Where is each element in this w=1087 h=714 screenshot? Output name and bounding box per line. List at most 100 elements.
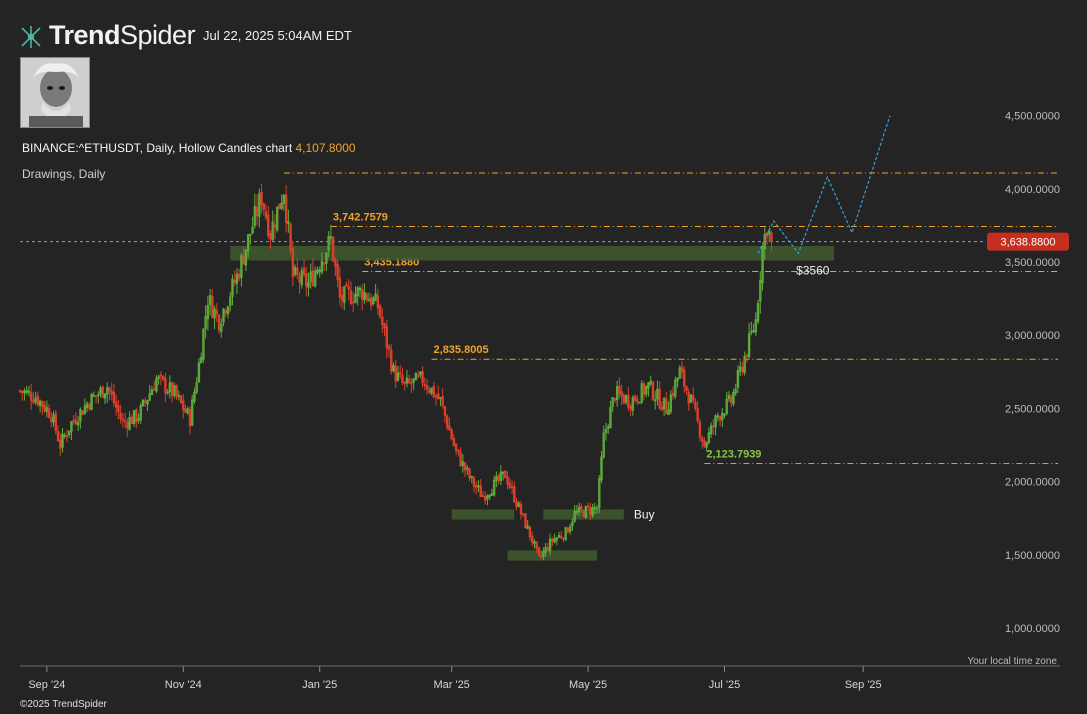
- candle-body: [369, 297, 373, 306]
- candle-body: [146, 399, 149, 405]
- candle-body: [419, 371, 422, 376]
- candle-body: [618, 385, 621, 394]
- candle-body: [761, 245, 764, 284]
- candle-body: [159, 374, 163, 377]
- x-tick-label: Jul '25: [709, 679, 740, 691]
- x-tick-label: Sep '24: [28, 679, 65, 691]
- projection: [757, 115, 891, 255]
- candle-body: [468, 468, 471, 479]
- candle-body: [193, 391, 196, 402]
- candle-body: [360, 288, 364, 300]
- candle-body: [90, 393, 93, 411]
- candle-body: [454, 443, 458, 451]
- candle-body: [732, 391, 735, 405]
- candle-body: [126, 421, 129, 429]
- candle-body: [240, 255, 243, 278]
- candle-body: [651, 381, 655, 400]
- x-tick-label: Sep '25: [845, 679, 882, 691]
- candle-body: [624, 395, 628, 403]
- candle-body: [334, 259, 337, 267]
- candle-body: [611, 397, 614, 407]
- candle-body: [678, 367, 681, 379]
- candle-body: [622, 395, 626, 404]
- axes: 1,000.0000 1,500.0000 2,000.0000 2,500.0000…: [20, 111, 1069, 691]
- candle-body: [555, 537, 558, 541]
- candle-body: [390, 349, 393, 372]
- x-tick-label: Nov '24: [165, 679, 202, 691]
- candle-body: [363, 291, 366, 300]
- candle-body: [707, 432, 711, 444]
- candle-body: [642, 383, 646, 395]
- candle-body: [329, 236, 333, 239]
- candle-body: [544, 546, 547, 553]
- candle-body: [568, 526, 572, 532]
- candle-body: [441, 396, 444, 406]
- candle-body: [490, 493, 494, 496]
- candle-body: [553, 538, 556, 543]
- candle-body: [604, 429, 608, 434]
- candle-body: [18, 390, 22, 392]
- candle-body: [222, 308, 225, 323]
- level-label: 2,123.7939: [706, 448, 761, 460]
- candle-body: [302, 268, 306, 275]
- candle-body: [589, 507, 592, 515]
- candle-body: [486, 495, 489, 500]
- candle-body: [85, 403, 89, 408]
- candle-body: [267, 214, 270, 237]
- candle-body: [215, 310, 219, 315]
- candle-body: [513, 486, 516, 503]
- candle-body: [463, 462, 467, 471]
- x-tick-label: May '25: [569, 679, 607, 691]
- candle-body: [607, 426, 610, 429]
- candle-body: [743, 356, 746, 373]
- candle-body: [231, 278, 234, 297]
- candle-body: [179, 395, 183, 403]
- candle-body: [718, 415, 722, 421]
- candle-body: [67, 430, 71, 436]
- candle-body: [526, 525, 529, 529]
- candle-body: [488, 494, 491, 497]
- candle-body: [23, 390, 26, 394]
- candle-body: [573, 510, 576, 522]
- candle-body: [548, 538, 552, 552]
- candle-body: [296, 267, 299, 276]
- candle-body: [687, 392, 690, 404]
- candle-body: [76, 422, 80, 426]
- candle-body: [101, 386, 104, 398]
- candle-body: [470, 476, 473, 479]
- candle-body: [47, 408, 51, 419]
- candle-body: [401, 375, 404, 383]
- candle-body: [712, 425, 715, 428]
- candle-body: [99, 387, 102, 395]
- candle-body: [586, 505, 590, 508]
- candle-body: [103, 393, 107, 399]
- candle-body: [517, 502, 520, 508]
- candle-body: [269, 233, 272, 240]
- candle-body: [466, 467, 469, 470]
- candle-body: [730, 396, 733, 403]
- zone-rect: [230, 245, 835, 261]
- timezone-label: Your local time zone: [967, 656, 1057, 667]
- candle-body: [457, 449, 460, 453]
- candle-body: [452, 437, 456, 446]
- candle-body: [580, 506, 583, 511]
- candle-body: [477, 485, 480, 488]
- candle-body: [700, 437, 704, 442]
- candle-body: [338, 277, 342, 298]
- candle-body: [680, 366, 684, 373]
- candle-body: [365, 293, 368, 301]
- candle-body: [501, 471, 505, 474]
- candle-body: [662, 397, 666, 410]
- candle-body: [557, 535, 561, 538]
- candle-body: [188, 408, 192, 427]
- candle-body: [211, 296, 214, 318]
- candle-body: [399, 372, 402, 375]
- candle-body: [43, 404, 46, 412]
- candle-body: [660, 406, 664, 411]
- candle-body: [63, 434, 66, 437]
- candle-body: [197, 362, 201, 383]
- candle-body: [479, 485, 482, 498]
- chart-timestamp: Jul 22, 2025 5:04AM EDT: [203, 28, 352, 43]
- candle-body: [665, 398, 668, 415]
